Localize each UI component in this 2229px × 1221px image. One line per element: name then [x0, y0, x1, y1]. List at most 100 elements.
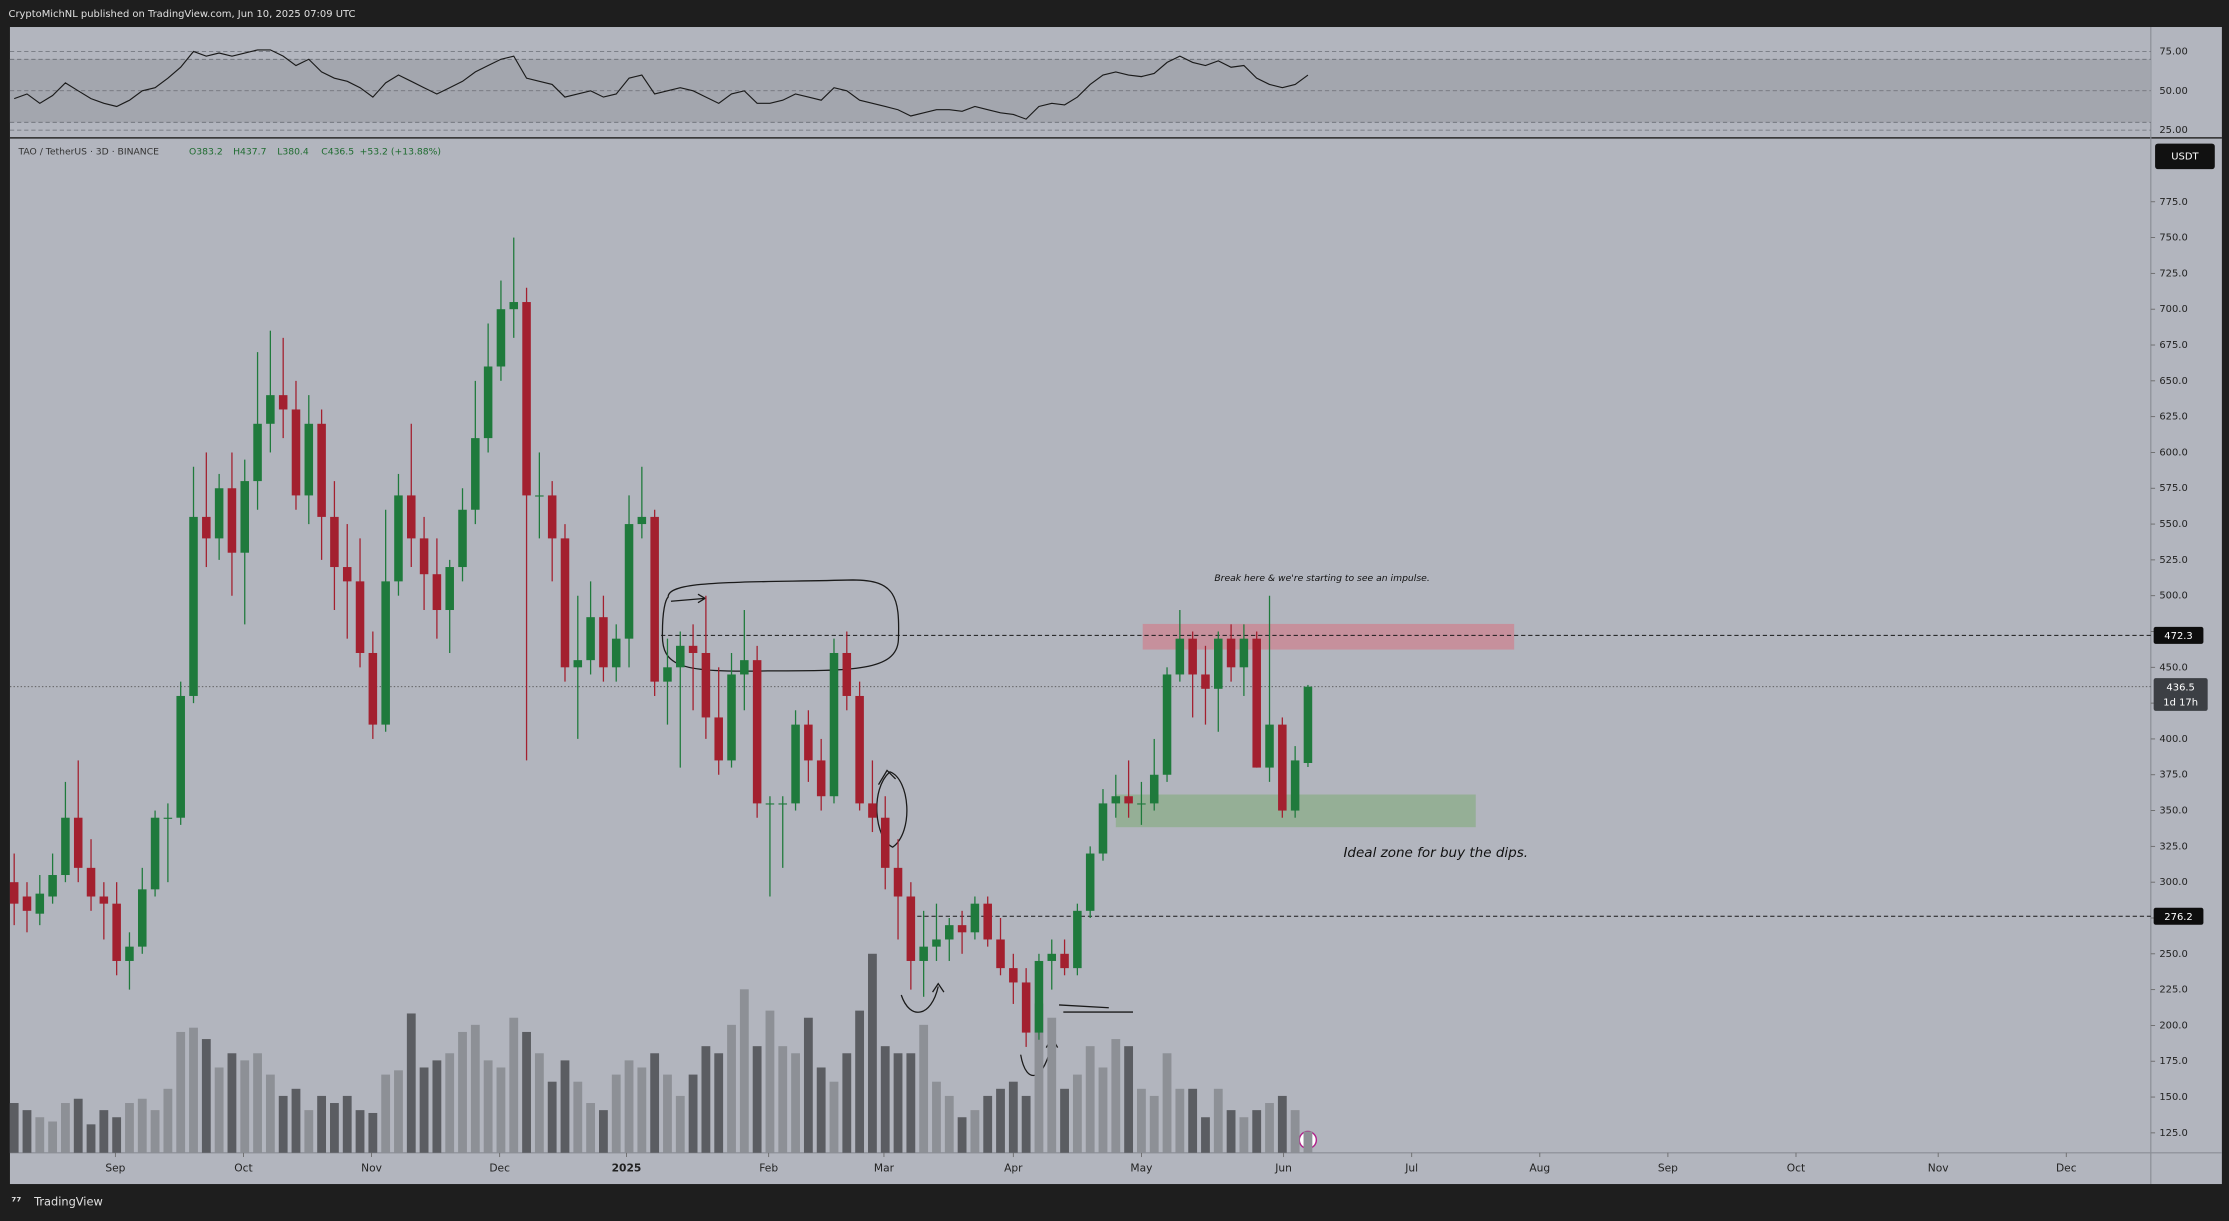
last-price-box [2153, 678, 2208, 711]
volume-bar [73, 1098, 83, 1153]
volume-bar [214, 1067, 224, 1153]
candle-body [278, 395, 288, 410]
volume-bar [419, 1067, 429, 1153]
plot: O383.2 H437.7 L380.4 C436.5 +53.2 (+13.88%) 75… [9, 46, 2208, 1174]
candle-body [752, 660, 762, 804]
branding-logo: ⁷⁷ [11, 1195, 21, 1209]
currency-label[interactable]: USDT [2171, 151, 2199, 162]
volume-bar [342, 1095, 352, 1153]
volume-bar [470, 1024, 480, 1153]
volume-bar [611, 1074, 621, 1153]
volume-bar [586, 1103, 596, 1153]
candle-body [381, 581, 390, 725]
candle-body [1188, 638, 1197, 675]
volume-bar [599, 1110, 608, 1153]
candle-body [22, 896, 32, 911]
candle-body [202, 516, 211, 539]
volume-bar [304, 1110, 314, 1153]
volume-bar [137, 1098, 147, 1153]
candle-body [970, 903, 980, 933]
y-tick-label: 450.0 [2159, 662, 2187, 673]
candle-body [458, 509, 467, 568]
y-tick-label: 500.0 [2159, 591, 2187, 602]
volume-bar [560, 1060, 570, 1153]
candle-body [138, 889, 147, 947]
volume-bar [1201, 1117, 1210, 1153]
rsi-tick-label: 50.00 [2159, 86, 2187, 97]
candle-body [957, 925, 967, 933]
sketch-arrow [670, 593, 707, 604]
candle-body [99, 896, 109, 904]
candle-body [419, 538, 429, 575]
y-tick-label: 650.0 [2159, 376, 2187, 387]
candle-body [1252, 638, 1261, 768]
volume-bar [727, 1024, 736, 1153]
volume-bar [868, 953, 877, 1153]
candle-body [125, 946, 134, 961]
volume-bar [663, 1074, 672, 1153]
volume-bar [944, 1095, 954, 1153]
candle-body [842, 652, 852, 696]
volume-bar [201, 1039, 211, 1153]
volume-bar [291, 1088, 301, 1153]
volume-bar [1047, 1017, 1057, 1153]
volume-bar [445, 1053, 455, 1153]
candle-body [663, 667, 672, 682]
ohlc-value: H437.7 [233, 147, 266, 158]
volume-bar [855, 1010, 865, 1153]
candle-body [676, 645, 685, 668]
y-tick-label: 775.0 [2159, 197, 2187, 208]
y-tick-label: 525.0 [2159, 555, 2187, 566]
candle-body [1226, 638, 1236, 668]
candle-body [880, 817, 890, 868]
volume-bar [1085, 1046, 1095, 1153]
candle-body [791, 724, 800, 804]
candle-body [176, 695, 185, 818]
sketch-curve [900, 982, 945, 1013]
change-pct: (+13.88%) [391, 147, 441, 158]
candle-body [996, 939, 1005, 969]
candle-body [932, 939, 941, 947]
candle-body [330, 516, 339, 568]
currency-button[interactable] [2155, 143, 2215, 170]
volume-bar [278, 1095, 288, 1153]
countdown: 1d 17h [2163, 697, 2198, 708]
volume-bar [1149, 1095, 1159, 1153]
volume-bar [1162, 1053, 1172, 1153]
candle-body [624, 524, 634, 639]
volume-bar [1072, 1074, 1082, 1153]
annotation: Ideal zone for buy the dips. [1343, 845, 1528, 861]
candle-body [906, 896, 916, 961]
candle-body [945, 925, 954, 940]
candle-body [1149, 774, 1159, 804]
y-tick-label: 200.0 [2159, 1020, 2187, 1031]
volume-bar [816, 1067, 826, 1153]
rsi-tick-label: 75.00 [2159, 46, 2187, 57]
volume-bar [496, 1067, 506, 1153]
volume-bar [86, 1124, 96, 1153]
y-tick-label: 175.0 [2159, 1056, 2187, 1067]
candle-body [1047, 953, 1057, 961]
volume-bar [61, 1103, 70, 1153]
candle-body [804, 724, 813, 761]
candle-body [547, 495, 557, 539]
candle-body [1073, 910, 1082, 969]
candle-body [1085, 853, 1095, 911]
y-tick-label: 350.0 [2159, 806, 2187, 817]
volume-bar [381, 1074, 391, 1153]
volume-bar [701, 1046, 711, 1153]
volume-bar [1303, 1131, 1313, 1153]
volume-bar [970, 1110, 980, 1153]
candle-body [394, 495, 403, 582]
candle-body [1175, 638, 1185, 675]
y-tick-label: 125.0 [2159, 1128, 2187, 1139]
candle-body [342, 567, 352, 582]
y-tick-label: 625.0 [2159, 412, 2187, 423]
y-tick-label: 250.0 [2159, 949, 2187, 960]
sketch-box [661, 579, 900, 672]
volume-bar [35, 1117, 45, 1153]
candle-body [714, 717, 723, 761]
volume-bar [778, 1046, 788, 1153]
candle-body [445, 567, 454, 611]
